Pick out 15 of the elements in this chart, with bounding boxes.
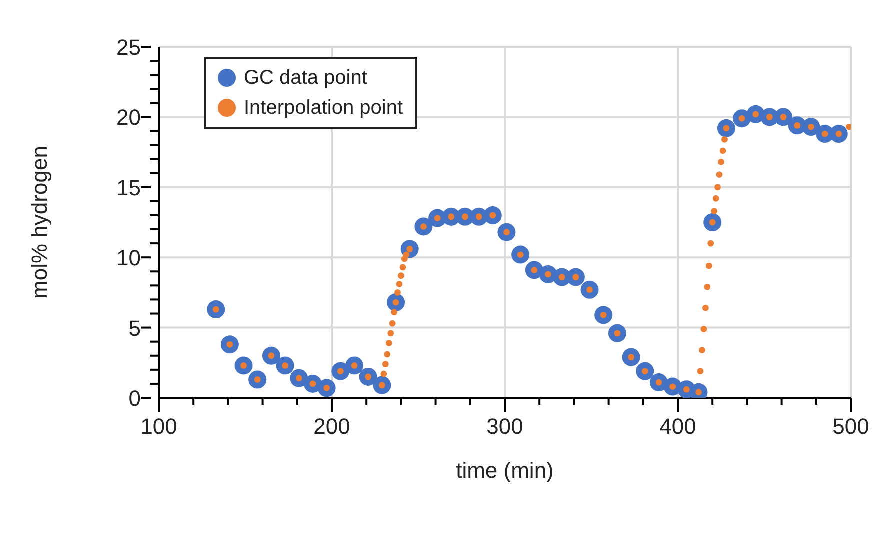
x-tick-label: 200	[314, 414, 350, 439]
x-tick-label: 300	[486, 414, 524, 439]
y-tick-label: 20	[116, 105, 141, 130]
y-tick-label: 5	[128, 316, 141, 341]
y-tick-label: 10	[116, 246, 141, 271]
x-axis-title: time (min)	[456, 458, 554, 483]
x-tick-label: 400	[660, 414, 696, 439]
y-axis-title: mol% hydrogen	[26, 146, 52, 299]
x-tick-label: 500	[832, 414, 870, 439]
y-tick-label: 15	[116, 175, 141, 200]
y-tick-label: 25	[116, 35, 141, 60]
legend-label: Interpolation point	[244, 96, 404, 121]
y-tick-label: 0	[128, 386, 141, 411]
x-tick-label: 100	[140, 414, 178, 439]
legend-label: GC data point	[244, 66, 368, 91]
